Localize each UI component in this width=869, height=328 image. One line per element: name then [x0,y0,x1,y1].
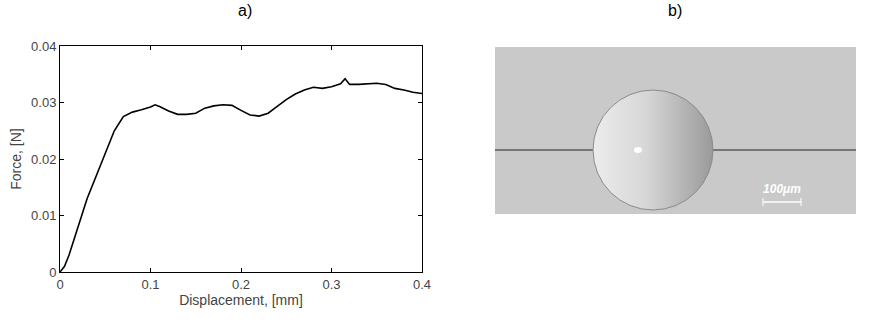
svg-text:0.3: 0.3 [322,277,340,292]
svg-text:0.01: 0.01 [31,208,56,223]
svg-text:0.2: 0.2 [232,277,250,292]
svg-text:0.1: 0.1 [141,277,159,292]
svg-text:0.03: 0.03 [31,95,56,110]
html-text:a): a) [238,2,253,19]
svg-text:Displacement, [mm]: Displacement, [mm] [179,292,303,308]
svg-text:0.04: 0.04 [31,39,56,54]
svg-text:0.02: 0.02 [31,152,56,167]
svg-text:0.4: 0.4 [413,277,431,292]
svg-text:100μm: 100μm [763,182,801,196]
html-text:b): b) [668,2,683,19]
svg-text:0: 0 [56,277,63,292]
svg-text:Force, [N]: Force, [N] [8,128,24,189]
svg-text:0: 0 [49,265,56,280]
